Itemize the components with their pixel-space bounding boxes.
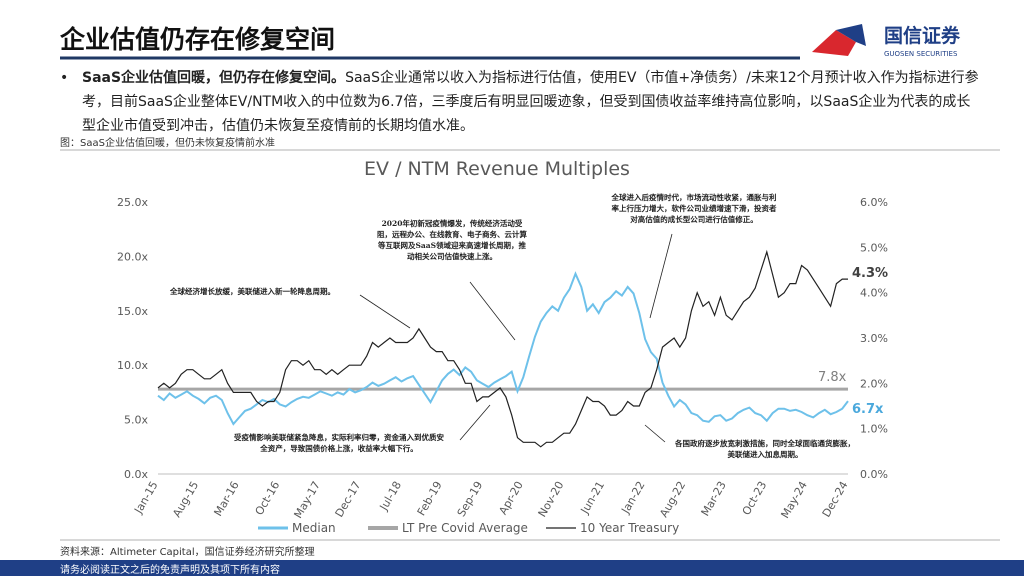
title: 企业估值仍存在修复空间	[60, 25, 336, 54]
source: 资料来源：Altimeter Capital，国信证券经济研究所整理	[60, 547, 315, 558]
series-line	[157, 271, 849, 426]
reference-label: 7.8x	[818, 370, 847, 385]
x-tick-label: Dec-17	[333, 479, 364, 520]
logo-red	[812, 30, 856, 56]
annotation: 2020年初新冠疫情爆发，传统经济活动受阻，远程办公、在线教育、电子商务、云计算…	[377, 219, 527, 261]
logo-text: 国信证券	[884, 24, 961, 47]
end-label: 6.7x	[852, 402, 884, 417]
x-tick-label: Oct-23	[740, 479, 770, 518]
arrows	[359, 233, 673, 443]
annotation: 全球进入后疫情时代，市场流动性收紧，通胀与利率上行压力增大，软件公司业绩增速下滑…	[611, 193, 777, 224]
y2-tick-label: 4.0%	[860, 287, 888, 300]
arrow	[359, 294, 411, 329]
x-tick-label: Feb-19	[415, 479, 445, 518]
y-tick-label: 15.0x	[117, 305, 148, 318]
annotation: 受疫情影响美联储紧急降息，实际利率归零，资金涌入到优质安全资产，导致国债价格上涨…	[234, 433, 444, 453]
x-tick-label: Mar-23	[699, 479, 729, 518]
y2-tick-label: 0.0%	[860, 468, 888, 481]
x-tick-label: May-24	[778, 479, 810, 521]
y2-tick-label: 2.0%	[860, 377, 888, 390]
x-tick-label: Nov-20	[536, 479, 567, 519]
y-tick-label: 25.0x	[117, 196, 148, 209]
y-tick-label: 20.0x	[117, 250, 148, 263]
x-tick-label: May-17	[291, 479, 323, 521]
chart: EV / NTM Revenue Multiples 0.0x 5.0x 10.0x 1…	[117, 158, 888, 535]
x-tick-label: Sep-19	[455, 479, 486, 519]
arrow	[649, 233, 673, 319]
arrow	[459, 404, 491, 441]
caption: 图：SaaS企业估值回暖，但仍未恢复疫情前水准	[60, 138, 275, 149]
legend-label: Median	[292, 521, 336, 535]
annotation: 全球经济增长放缓，美联储进入新一轮降息周期。	[170, 287, 335, 296]
series-line	[157, 249, 848, 448]
y-tick-label: 10.0x	[117, 359, 148, 372]
x-tick-label: Mar-16	[212, 479, 242, 518]
y-tick-label: 5.0x	[124, 414, 148, 427]
footer: 请务必阅读正文之后的免责声明及其项下所有内容	[0, 560, 1024, 576]
logo-blue	[836, 24, 866, 46]
logo-sub: GUOSEN SECURITIES	[884, 50, 958, 58]
x-tick-label: Aug-15	[170, 479, 201, 520]
x-tick-label: Jun-21	[578, 479, 607, 517]
x-tick-label: Aug-22	[657, 479, 688, 520]
bullet-bold: SaaS企业估值回暖，但仍存在修复空间。	[82, 70, 346, 86]
footer-text: 请务必阅读正文之后的免责声明及其项下所有内容	[60, 565, 280, 576]
bullet-marker: •	[60, 70, 69, 86]
y2-tick-label: 6.0%	[860, 196, 888, 209]
bullet: • SaaS企业估值回暖，但仍存在修复空间。SaaS企业通常以收入为指标进行估值…	[60, 66, 980, 138]
bullet-text: SaaS企业通常以收入为指标进行估值，使用EV（市值+净债务）/未来12个月预计…	[82, 70, 979, 134]
x-tick-label: Apr-20	[496, 479, 525, 517]
y2-tick-label: 1.0%	[860, 423, 888, 436]
y2-tick-label: 3.0%	[860, 332, 888, 345]
end-label: 4.3%	[852, 266, 888, 281]
y2-tick-label: 5.0%	[860, 241, 888, 254]
legend-label: LT Pre Covid Average	[402, 521, 528, 535]
annotation: 各国政府逐步放宽刺激措施，同时全球面临通货膨胀，美联储进入加息周期。	[675, 439, 855, 459]
y-tick-label: 0.0x	[124, 468, 148, 481]
x-tick-label: Oct-16	[253, 479, 283, 518]
chart-title: EV / NTM Revenue Multiples	[364, 158, 630, 180]
arrow	[469, 281, 516, 341]
x-tick-label: Jan-22	[618, 479, 647, 517]
legend-label: 10 Year Treasury	[580, 521, 679, 535]
x-tick-label: Jul-18	[377, 479, 404, 513]
arrow	[644, 424, 666, 443]
x-tick-label: Jan-15	[131, 479, 160, 517]
x-tick-label: Dec-24	[820, 479, 851, 520]
